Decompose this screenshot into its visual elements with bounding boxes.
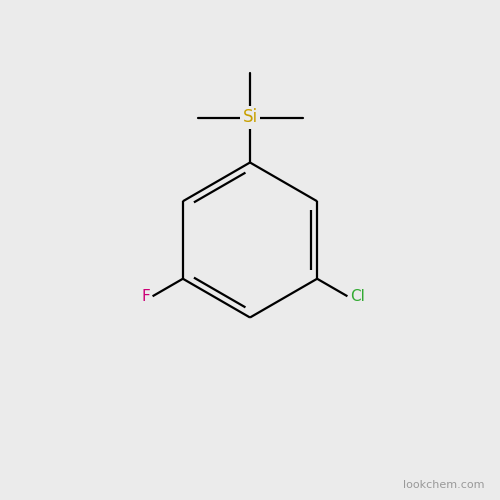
- Text: Cl: Cl: [350, 288, 365, 304]
- Text: lookchem.com: lookchem.com: [404, 480, 485, 490]
- Text: F: F: [142, 288, 150, 304]
- Text: Si: Si: [242, 108, 258, 126]
